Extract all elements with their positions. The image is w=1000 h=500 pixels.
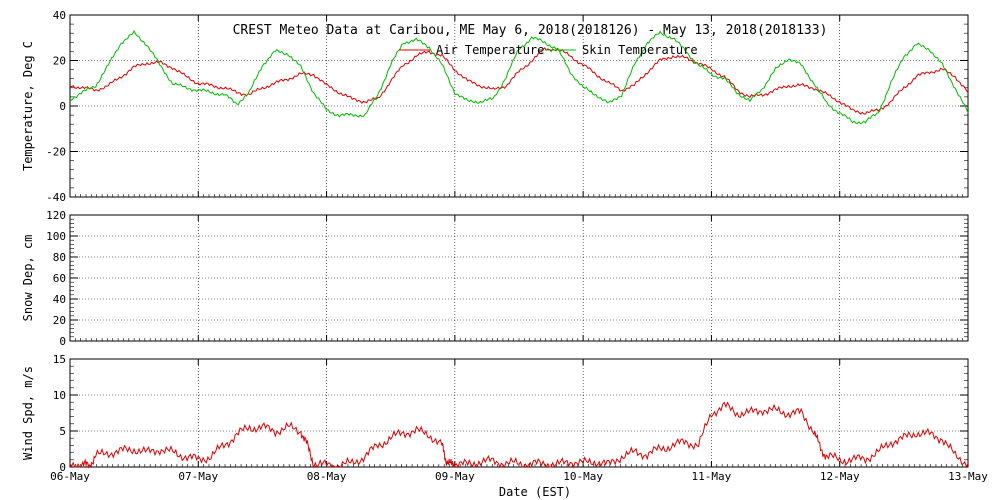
y-tick-label: 40 bbox=[53, 9, 66, 22]
temperature-panel: -40 -20 0 20 40 Temperature, Deg C bbox=[21, 9, 969, 204]
x-tick-label: 08-May bbox=[307, 470, 347, 483]
y-tick-label: 60 bbox=[53, 272, 66, 285]
y-tick-label: 0 bbox=[59, 335, 66, 348]
y-tick-label: 10 bbox=[53, 389, 66, 402]
x-tick-label: 11-May bbox=[692, 470, 732, 483]
y-tick-label: 40 bbox=[53, 293, 66, 306]
wind-speed-panel: 0 5 10 15 Wind Spd, m/s bbox=[21, 353, 969, 474]
legend-label-air: Air Temperature bbox=[436, 43, 544, 57]
y-tick-label: 0 bbox=[59, 100, 66, 113]
y-tick-label: -40 bbox=[46, 191, 66, 204]
x-tick-label: 09-May bbox=[435, 470, 475, 483]
y-tick-label: 20 bbox=[53, 55, 66, 68]
series-line-skin-temperature bbox=[69, 29, 969, 125]
y-tick-label: 80 bbox=[53, 251, 66, 264]
y-tick-label: 15 bbox=[53, 353, 66, 366]
legend-label-skin: Skin Temperature bbox=[582, 43, 698, 57]
plot-frame bbox=[69, 214, 969, 342]
snow-depth-panel: 0 20 40 60 80 100 120 Snow Dep, cm bbox=[21, 209, 969, 348]
y-tick-label: 120 bbox=[46, 209, 66, 222]
y-tick-label: 5 bbox=[59, 425, 66, 438]
series-line-wind-speed bbox=[69, 401, 969, 469]
x-tick-label: 07-May bbox=[178, 470, 218, 483]
legend: Air Temperature Skin Temperature bbox=[399, 43, 698, 57]
chart-plots: -40 -20 0 20 40 Temperature, Deg C 0 20 40 60 80 10… bbox=[21, 9, 988, 483]
x-tick-label: 12-May bbox=[820, 470, 860, 483]
y-tick-label: 100 bbox=[46, 230, 66, 243]
x-tick-label: 13-May bbox=[948, 470, 988, 483]
x-axis-label: Date (EST) bbox=[499, 485, 571, 499]
y-tick-label: 20 bbox=[53, 314, 66, 327]
series-line-air-temperature bbox=[69, 47, 969, 115]
y-axis-label: Temperature, Deg C bbox=[21, 41, 35, 171]
x-tick-label: 06-May bbox=[50, 470, 90, 483]
y-tick-label: -20 bbox=[46, 146, 66, 159]
y-axis-label: Snow Dep, cm bbox=[21, 235, 35, 322]
y-tick-label: 0 bbox=[59, 461, 66, 474]
chart-title: CREST Meteo Data at Caribou, ME May 6, 2… bbox=[233, 23, 828, 38]
x-tick-label: 10-May bbox=[563, 470, 603, 483]
plot-frame bbox=[69, 358, 969, 468]
y-axis-label: Wind Spd, m/s bbox=[21, 366, 35, 460]
